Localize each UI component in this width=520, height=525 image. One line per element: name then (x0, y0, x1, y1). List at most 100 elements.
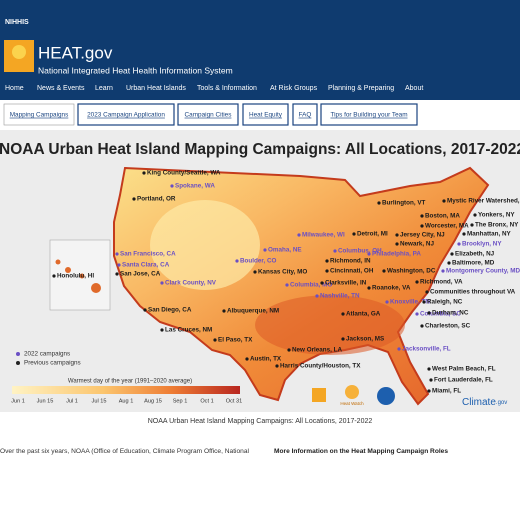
scale-tick: Sep 1 (173, 398, 188, 404)
tab[interactable]: Mapping Campaigns (10, 112, 69, 119)
city-label: Atlanta, GA (346, 311, 381, 318)
city-dot (315, 294, 319, 298)
city-label: San Diego, CA (148, 307, 192, 314)
city-label: Mystic River Watershed, MA (447, 198, 520, 205)
city-label: Washington, DC (387, 268, 436, 275)
island (55, 259, 61, 265)
city-label: Harris County/Houston, TX (280, 363, 361, 370)
tab[interactable]: Heat Equity (249, 112, 283, 119)
city-dot (142, 171, 146, 175)
logo-text: NIHHIS (5, 19, 29, 26)
city-label: Portland, OR (137, 196, 176, 203)
city-label: Omaha, NE (268, 247, 302, 254)
scale-title: Warmest day of the year (1991–2020 avera… (68, 379, 192, 385)
city-dot (132, 197, 136, 201)
legend-dot-new (16, 352, 20, 356)
tab[interactable]: 2023 Campaign Application (87, 112, 165, 119)
city-dot (160, 328, 164, 332)
city-label: Columbia, MO (290, 282, 332, 289)
city-dot (422, 300, 426, 304)
city-label: The Bronx, NY (475, 222, 519, 229)
city-dot (160, 281, 164, 285)
city-dot (442, 199, 446, 203)
climate-word: Climate (462, 397, 496, 408)
tab-box (177, 103, 239, 126)
city-label: Detroit, MI (357, 231, 388, 238)
city-dot (235, 259, 239, 263)
city-dot (52, 274, 56, 278)
nav-item[interactable]: Tools & Information (197, 85, 257, 92)
city-dot (382, 269, 386, 273)
tab[interactable]: FAQ (299, 112, 312, 119)
city-label: Charleston, SC (425, 323, 471, 330)
tab[interactable]: Campaign Cities (185, 112, 232, 119)
tab-box (320, 103, 418, 126)
city-dot (213, 338, 217, 342)
caption: NOAA Urban Heat Island Mapping Campaigns… (148, 418, 373, 425)
island (91, 283, 101, 293)
nav-item[interactable]: Urban Heat Islands (126, 85, 186, 92)
city-label: Philadelphia, PA (372, 251, 421, 258)
city-label: El Paso, TX (218, 337, 253, 344)
city-label: Columbus, OH (338, 248, 382, 255)
city-dot (367, 286, 371, 290)
city-dot (297, 233, 301, 237)
island (65, 267, 71, 273)
city-label: Jackson, MS (346, 336, 384, 343)
city-dot (325, 269, 329, 273)
city-label: Las Cruces, NM (165, 327, 212, 334)
city-dot (395, 233, 399, 237)
island (79, 273, 85, 279)
city-label: Miami, FL (432, 388, 461, 395)
city-label: Clarksville, IN (325, 280, 367, 287)
site-name[interactable]: HEAT.gov (38, 43, 113, 62)
city-label: Yonkers, NY (478, 212, 515, 219)
tab-box (242, 103, 289, 126)
nav-item[interactable]: About (405, 85, 423, 92)
city-dot (470, 223, 474, 227)
logo-sun (12, 45, 26, 59)
city-label: San Jose, CA (120, 271, 161, 278)
city-dot (287, 348, 291, 352)
nav-item[interactable]: At Risk Groups (270, 85, 318, 92)
city-label: Knoxville, TN (390, 299, 430, 306)
city-dot (333, 249, 337, 253)
nav-item[interactable]: News & Events (37, 85, 85, 92)
roles-link[interactable]: More Information on the Heat Mapping Cam… (274, 448, 448, 455)
city-label: Cincinnati, OH (330, 268, 374, 275)
city-label: Jersey City, NJ (400, 232, 445, 239)
city-dot (415, 312, 419, 316)
city-label: Baltimore, MD (452, 260, 495, 267)
nav-item[interactable]: Planning & Preparing (328, 85, 394, 92)
city-dot (170, 184, 174, 188)
city-label: Raleigh, NC (427, 299, 463, 306)
city-dot (429, 378, 433, 382)
city-label: Milwaukee, WI (302, 232, 345, 239)
city-dot (462, 232, 466, 236)
city-label: Newark, NJ (400, 241, 434, 248)
heatwatch-logo (345, 385, 359, 399)
legend-dot-previous (16, 361, 20, 365)
city-label: Brooklyn, NY (462, 241, 502, 248)
tab-box (292, 103, 318, 126)
map-title: NOAA Urban Heat Island Mapping Campaigns… (0, 141, 520, 158)
city-label: King County/Seattle, WA (147, 170, 221, 177)
city-label: Manhattan, NY (467, 231, 512, 238)
scale-tick: Aug 1 (119, 398, 134, 404)
city-dot (325, 259, 329, 263)
nav-item[interactable]: Learn (95, 85, 113, 92)
city-dot (352, 232, 356, 236)
climate-suffix: .gov (496, 400, 507, 406)
city-label: Spokane, WA (175, 183, 215, 190)
tab[interactable]: Tips for Building your Team (330, 112, 407, 119)
nav-item[interactable]: Home (5, 85, 24, 92)
city-dot (341, 312, 345, 316)
scale-tick: Oct 1 (200, 398, 213, 404)
city-dot (427, 367, 431, 371)
city-dot (415, 280, 419, 284)
city-dot (115, 272, 119, 276)
city-dot (377, 201, 381, 205)
city-label: Worcester, MA (425, 223, 469, 230)
city-label: Columbia, SC (420, 311, 461, 318)
city-dot (115, 252, 119, 256)
